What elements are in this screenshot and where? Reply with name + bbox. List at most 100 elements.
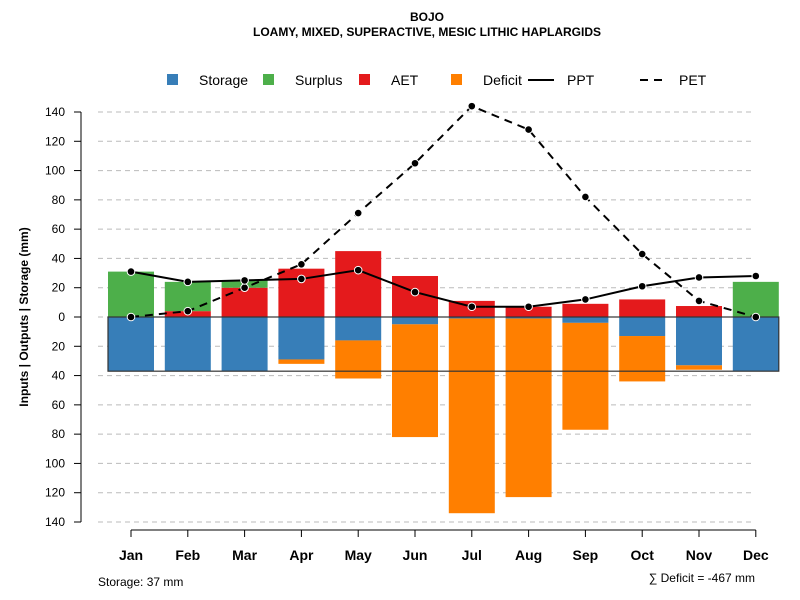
bar-aet: [221, 287, 268, 317]
ppt-point: [126, 267, 136, 276]
x-tick-label: Jul: [462, 547, 482, 563]
bar-storage: [392, 317, 438, 325]
bars: [108, 251, 779, 514]
ppt-point: [637, 281, 647, 291]
chart-subtitle: LOAMY, MIXED, SUPERACTIVE, MESIC LITHIC …: [253, 25, 601, 39]
bar-surplus: [732, 281, 779, 317]
legend-swatch-storage: [167, 74, 178, 85]
x-tick-label: Dec: [743, 547, 769, 563]
legend-label-deficit: Deficit: [483, 72, 522, 88]
x-tick-label: Mar: [232, 547, 257, 563]
y-tick-label: 120: [45, 486, 65, 500]
y-tick-label: 20: [52, 281, 66, 295]
x-tick-label: Aug: [515, 547, 542, 563]
pet-point: [126, 312, 136, 322]
y-tick-label: 100: [45, 164, 65, 178]
pet-point: [524, 125, 533, 134]
pet-point: [183, 306, 193, 316]
ppt-point: [467, 302, 477, 312]
bar-storage: [448, 317, 495, 319]
pet-point: [694, 296, 704, 306]
bar-storage: [505, 317, 552, 319]
x-tick-label: Oct: [631, 547, 655, 563]
x-tick-label: Feb: [175, 547, 200, 563]
axes: 140 120 100 80 60 40 20 0 20 40 60 80 100 120 140 Jan Fe…: [45, 105, 769, 563]
ppt-line: [130, 269, 756, 308]
pet-point: [410, 158, 420, 168]
bar-storage: [278, 317, 325, 360]
bar-surplus: [108, 271, 154, 317]
bar-storage: [619, 317, 666, 337]
bar-storage: [221, 317, 268, 372]
pet-point: [467, 101, 477, 111]
bar-deficit: [676, 365, 722, 370]
x-tick-label: Sep: [573, 547, 599, 563]
ppt-point: [353, 265, 363, 275]
ppt-point: [694, 273, 704, 282]
bar-deficit: [278, 359, 325, 364]
bar-storage: [676, 317, 722, 366]
y-tick-label: 80: [52, 427, 66, 441]
bar-storage: [732, 317, 779, 372]
storage-capacity-box: [107, 316, 780, 372]
legend: Storage Surplus AET Deficit PPT PET: [167, 72, 707, 88]
legend-swatch-deficit: [451, 74, 462, 85]
bar-surplus: [164, 281, 211, 312]
y-tick-label: 140: [45, 105, 65, 119]
ppt-point: [183, 277, 193, 287]
legend-swatch-aet: [359, 74, 370, 85]
bar-storage: [164, 317, 211, 372]
legend-label-surplus: Surplus: [295, 72, 342, 88]
legend-label-storage: Storage: [199, 72, 248, 88]
x-tick-label: Nov: [686, 547, 713, 563]
storage-annotation: Storage: 37 mm: [98, 575, 183, 589]
bar-deficit: [448, 318, 495, 514]
y-tick-label: 60: [52, 398, 66, 412]
bar-storage: [562, 317, 609, 323]
bar-aet: [562, 303, 609, 317]
legend-label-aet: AET: [391, 72, 419, 88]
bar-storage: [108, 317, 154, 372]
y-tick-label: 140: [45, 515, 65, 529]
x-tick-label: Jan: [119, 547, 143, 563]
bar-deficit: [392, 324, 438, 438]
ppt-point: [751, 271, 761, 281]
legend-label-pet: PET: [679, 72, 707, 88]
y-tick-label: 120: [45, 134, 65, 148]
y-tick-label: 0: [58, 310, 65, 324]
ppt-point: [524, 302, 533, 312]
y-tick-label: 60: [52, 222, 66, 236]
x-tick-label: Jun: [403, 547, 428, 563]
bar-aet: [505, 306, 552, 317]
pet-point: [353, 208, 363, 218]
y-axis-label: Inputs | Outputs | Storage (mm): [17, 227, 31, 406]
y-tick-label: 80: [52, 193, 66, 207]
ppt-point: [297, 274, 306, 284]
bar-aet: [676, 306, 722, 317]
lines: [126, 101, 761, 322]
bar-aet: [619, 299, 666, 317]
pet-point: [751, 312, 761, 322]
pet-point: [297, 259, 306, 269]
bar-deficit: [562, 322, 609, 430]
pet-point: [240, 283, 249, 293]
y-tick-label: 40: [52, 369, 66, 383]
legend-label-ppt: PPT: [567, 72, 595, 88]
bar-deficit: [335, 340, 382, 379]
pet-point: [581, 192, 590, 202]
x-tick-label: May: [345, 547, 372, 563]
storage-capacity-outline: [107, 316, 780, 372]
y-tick-label: 40: [52, 251, 66, 265]
ppt-point: [581, 295, 590, 304]
y-tick-label: 100: [45, 456, 65, 470]
pet-point: [637, 249, 647, 259]
ppt-point: [410, 287, 420, 297]
chart-title: BOJO: [410, 10, 444, 24]
deficit-sum-annotation: ∑ Deficit = -467 mm: [649, 571, 755, 585]
bar-deficit: [505, 318, 552, 498]
ppt-point: [240, 276, 249, 285]
legend-swatch-surplus: [263, 74, 274, 85]
bar-aet: [335, 251, 382, 317]
x-tick-label: Apr: [289, 547, 314, 563]
